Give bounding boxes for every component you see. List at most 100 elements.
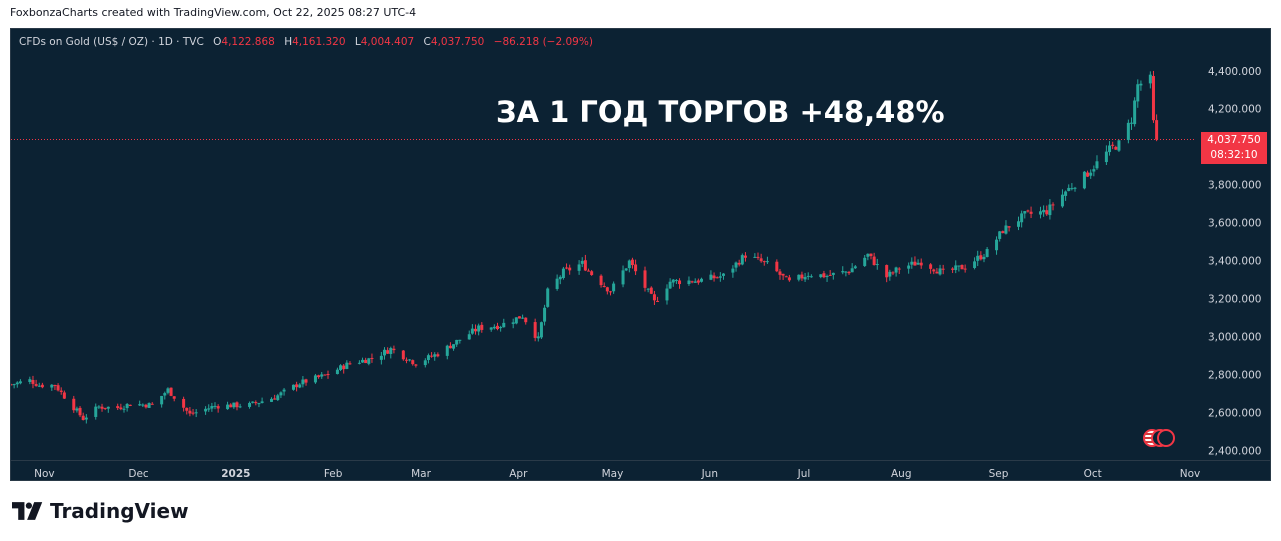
- candle-body: [379, 355, 383, 360]
- candle-body: [480, 324, 484, 330]
- candle-body: [1045, 210, 1049, 215]
- candle-body: [973, 261, 977, 268]
- candle-body: [1060, 194, 1064, 207]
- chart-caption: FoxbonzaCharts created with TradingView.…: [10, 6, 417, 19]
- price-axis[interactable]: [1196, 29, 1271, 481]
- candle-body: [1051, 204, 1055, 206]
- candle-body: [897, 268, 901, 270]
- candle-body: [414, 364, 418, 366]
- candle-body: [210, 406, 214, 409]
- candle-body: [737, 262, 741, 265]
- candle-body: [116, 406, 120, 409]
- candle-body: [383, 349, 387, 356]
- candle-body: [84, 417, 88, 420]
- candle-body: [404, 359, 408, 361]
- candle-body: [656, 300, 660, 302]
- candle-body: [668, 281, 672, 289]
- candle-body: [1148, 74, 1152, 84]
- candle-body: [257, 403, 261, 405]
- candle-body: [1017, 221, 1021, 227]
- candle-body: [345, 362, 349, 369]
- candle-body: [251, 401, 255, 403]
- candle-body: [1136, 84, 1140, 102]
- candle-body: [335, 369, 339, 375]
- candle-body: [499, 327, 503, 329]
- candle-body: [204, 408, 208, 412]
- candle-body: [97, 406, 101, 408]
- low-label: L: [354, 36, 361, 48]
- candle-body: [891, 272, 895, 274]
- candle-body: [715, 277, 719, 279]
- candle-body: [605, 287, 609, 292]
- candle-body: [712, 275, 716, 279]
- candle-body: [1082, 171, 1086, 189]
- candle-body: [536, 336, 540, 339]
- candle-body: [674, 280, 678, 282]
- close-label: C: [423, 36, 431, 48]
- candle-body: [147, 403, 151, 408]
- candle-body: [320, 374, 324, 377]
- economic-events-icon[interactable]: [1143, 429, 1177, 451]
- candle-body: [740, 255, 744, 265]
- event-marker-icon[interactable]: [1157, 429, 1175, 447]
- candle-body: [141, 404, 145, 406]
- candle-body: [775, 261, 779, 272]
- candle-body: [75, 408, 79, 411]
- candle-body: [282, 389, 286, 392]
- candle-body: [602, 285, 606, 287]
- candle-body: [844, 271, 848, 273]
- candle-body: [492, 326, 496, 329]
- candle-body: [797, 274, 801, 280]
- candle-body: [207, 408, 211, 410]
- high-label: H: [284, 36, 293, 48]
- candlestick-chart[interactable]: 2,400.000 2,600.000 2,800.000 3,000.000 3,20…: [11, 29, 1271, 481]
- candle-body: [423, 360, 427, 366]
- candle-body: [951, 268, 955, 270]
- candle-body: [696, 280, 700, 283]
- candle-body: [474, 328, 478, 332]
- x-tick-label: Jun: [701, 468, 718, 480]
- candle-body: [169, 387, 173, 396]
- open-value: 4,122.868: [221, 36, 275, 48]
- x-tick-label: Nov: [1180, 468, 1201, 480]
- candle-body: [941, 268, 945, 270]
- chart-panel[interactable]: 2,400.000 2,600.000 2,800.000 3,000.000 3,20…: [10, 28, 1271, 481]
- candle-body: [652, 294, 656, 301]
- candle-body: [34, 384, 38, 386]
- candle-body: [938, 268, 942, 275]
- candle-body: [687, 280, 691, 285]
- candle-body: [433, 354, 437, 357]
- candle-body: [869, 253, 873, 257]
- candle-body: [1042, 209, 1046, 213]
- candle-body: [583, 260, 587, 271]
- candle-body: [448, 345, 452, 349]
- x-tick-label: Nov: [34, 468, 55, 480]
- candle-body: [1151, 76, 1155, 121]
- candle-body: [386, 350, 390, 354]
- candle-body: [1130, 122, 1134, 124]
- candle-body: [985, 249, 989, 257]
- candle-body: [624, 268, 628, 271]
- candle-body: [226, 404, 230, 410]
- candle-body: [216, 406, 220, 409]
- candle-body: [367, 358, 371, 364]
- y-tick-label: 3,800.000: [1208, 180, 1261, 192]
- candle-body: [304, 379, 308, 383]
- candle-body: [279, 392, 283, 396]
- candle-body: [759, 258, 763, 262]
- candle-body: [1038, 211, 1042, 215]
- candle-body: [599, 275, 603, 286]
- candle-body: [238, 406, 242, 408]
- x-tick-label: Feb: [324, 468, 343, 480]
- candle-body: [555, 278, 559, 289]
- candle-body: [932, 269, 936, 272]
- candle-body: [982, 256, 986, 260]
- candle-body: [577, 264, 581, 271]
- candle-body: [621, 270, 625, 285]
- candle-body: [166, 388, 170, 393]
- candle-body: [1089, 172, 1093, 176]
- candle-body: [863, 257, 867, 266]
- candle-body: [643, 270, 647, 288]
- candle-body: [995, 239, 999, 251]
- candle-body: [787, 277, 791, 281]
